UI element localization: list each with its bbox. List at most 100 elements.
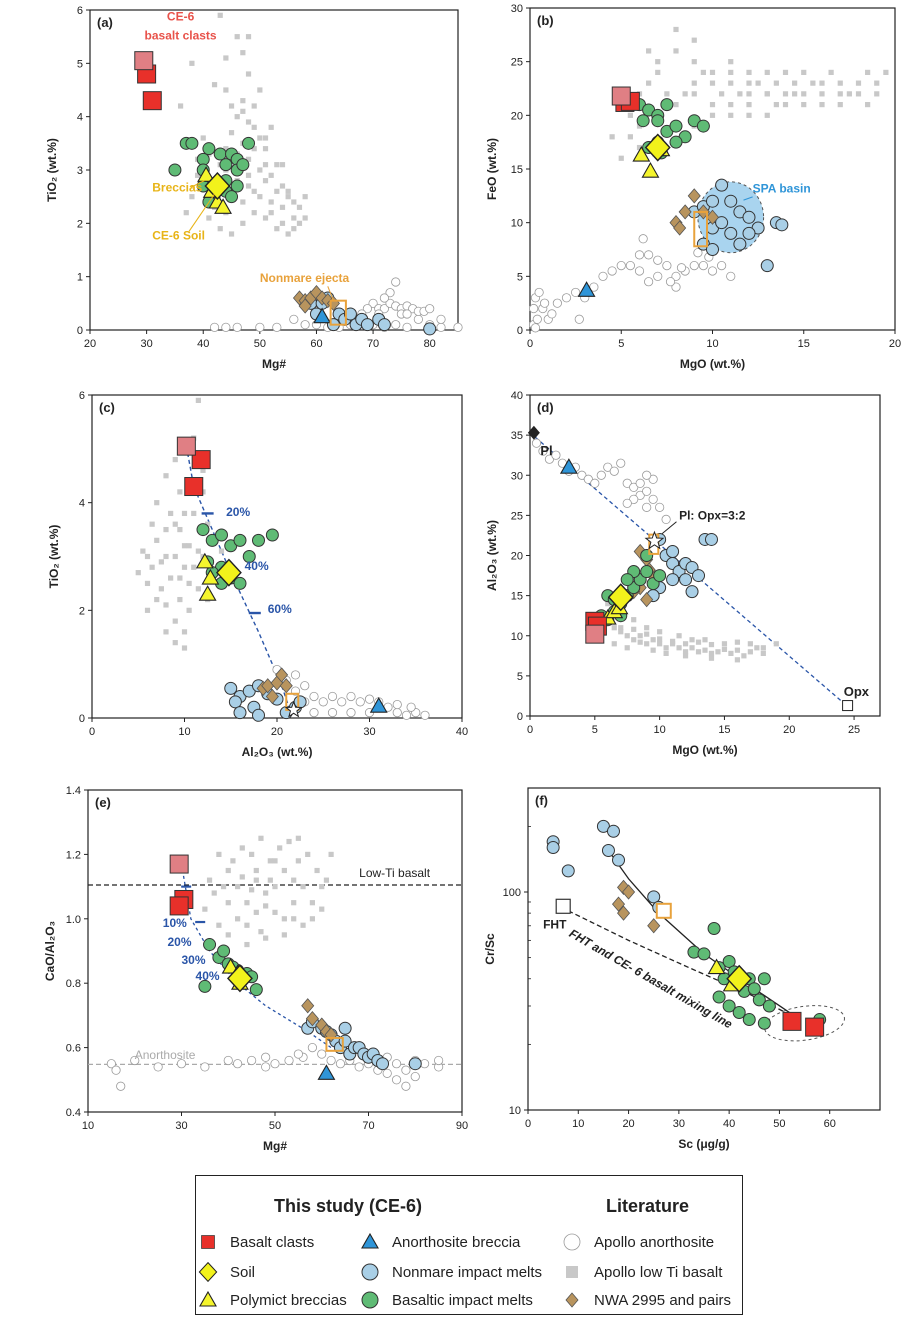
point-apollo_anorth <box>638 234 648 244</box>
point-apollo_low_ti <box>195 586 201 592</box>
point-apollo_low_ti <box>140 548 146 554</box>
point-polymict <box>195 552 214 569</box>
point-apollo_low_ti <box>217 226 223 232</box>
point-apollo_low_ti <box>746 80 752 86</box>
point-apollo_low_ti <box>291 916 297 922</box>
point-apollo_anorth <box>551 450 561 460</box>
point-apollo_low_ti <box>865 69 871 75</box>
point-apollo_anorth <box>318 697 328 707</box>
point-nonmare <box>706 243 719 256</box>
point-basaltic_melt <box>640 549 654 562</box>
point-apollo_low_ti <box>865 102 871 108</box>
point-apollo_low_ti <box>274 162 280 168</box>
point-basaltic_melt <box>640 565 654 579</box>
point-apollo_low_ti <box>154 596 160 603</box>
point-basalt_light <box>169 854 189 874</box>
legend-item-nwa: NWA 2995 and pairs <box>565 1292 731 1309</box>
point-apollo_low_ti <box>177 489 183 495</box>
point-apollo_anorth <box>410 1071 420 1082</box>
legend-point-apollo_low_ti <box>566 1266 578 1278</box>
point-apollo_anorth <box>634 266 645 276</box>
point-apollo_low_ti <box>782 102 789 108</box>
point-apollo_anorth <box>689 260 699 271</box>
point-apollo_low_ti <box>663 645 669 651</box>
ejecta-box-e <box>325 1036 344 1052</box>
legend-marker-nonmare <box>361 1263 379 1281</box>
point-apollo_low_ti <box>195 548 201 554</box>
point-basaltic_melt <box>252 533 265 547</box>
point-nwa <box>640 592 654 608</box>
point-apollo_anorth <box>538 446 548 456</box>
legend-item-basalt: Basalt clasts <box>201 1234 314 1251</box>
point-apollo_low_ti <box>163 629 169 635</box>
point-apollo_low_ti <box>181 510 188 517</box>
point-apollo_anorth <box>402 322 412 332</box>
point-soil <box>644 133 671 162</box>
point-soil <box>204 171 231 201</box>
point-apollo_low_ti <box>792 80 798 86</box>
point-apollo_low_ti <box>216 922 222 928</box>
point-apollo_anorth <box>635 478 645 488</box>
point-apollo_low_ti <box>258 835 264 841</box>
soil-leader <box>188 193 216 232</box>
series-anorthosite_breccia-c <box>369 697 388 713</box>
point-nonmare <box>601 844 615 858</box>
point-basaltic_melt <box>213 147 227 161</box>
point-apollo_low_ti <box>728 59 734 65</box>
point-apollo_low_ti <box>695 639 702 645</box>
point-apollo_anorth <box>392 708 402 718</box>
point-basaltic_melt <box>249 983 263 997</box>
point-nonmare <box>742 226 756 240</box>
point-apollo_low_ti <box>235 916 241 922</box>
point-apollo_anorth <box>293 1049 303 1059</box>
series-basalt_light-e <box>169 854 189 874</box>
point-apollo_low_ti <box>245 156 252 162</box>
point-basaltic_melt <box>225 190 239 204</box>
point-apollo_low_ti <box>676 633 682 639</box>
point-apollo_low_ti <box>257 167 263 173</box>
star-icon <box>644 530 665 550</box>
annotation-a: Nonmare ejecta <box>260 271 350 285</box>
point-apollo_anorth <box>607 266 617 276</box>
y-axis-label-b: FeO (wt.%) <box>485 138 499 200</box>
point-apollo_anorth <box>420 710 430 720</box>
point-apollo_low_ti <box>801 69 807 75</box>
legend-box: This study (CE-6) Literature Basalt clas… <box>195 1175 743 1315</box>
point-apollo_anorth <box>346 708 356 718</box>
series-basalt-c <box>184 450 211 497</box>
legend-marker-apollo-low-ti <box>566 1266 578 1278</box>
point-basaltic_melt <box>242 550 256 563</box>
point-apollo_anorth <box>530 323 541 333</box>
point-apollo_low_ti <box>186 580 192 587</box>
point-apollo_low_ti <box>637 639 643 645</box>
series-anorthosite_breccia-d <box>559 458 578 474</box>
point-basaltic_melt <box>697 947 711 961</box>
series-apollo_low_ti-d <box>605 601 779 663</box>
legend-item-apollo-anorthosite: Apollo anorthosite <box>563 1233 714 1251</box>
x-tick-label-f: 40 <box>723 1118 735 1130</box>
panel-label-c: (c) <box>99 400 115 415</box>
x-tick-label-c: 0 <box>89 726 95 738</box>
ejecta-leader <box>327 286 334 301</box>
y-tick-label-c: 0 <box>79 713 85 725</box>
point-apollo_low_ti <box>177 596 183 603</box>
y-tick-label-d: 30 <box>511 470 523 482</box>
point-apollo_anorth <box>111 1065 121 1075</box>
x-tick-label-e: 10 <box>82 1120 94 1132</box>
series-anorthosite_breccia-b <box>577 281 596 297</box>
point-nwa <box>678 204 692 220</box>
point-apollo_low_ti <box>268 124 274 130</box>
point-apollo_low_ti <box>682 91 688 97</box>
point-apollo_low_ti <box>837 91 843 97</box>
point-apollo_low_ti <box>200 135 206 141</box>
y-tick-label-e: 1.4 <box>66 785 81 797</box>
point-apollo_low_ti <box>279 204 286 210</box>
point-basaltic_melt <box>265 528 279 542</box>
x-tick-label-a: 50 <box>254 338 266 350</box>
point-apollo_anorth <box>625 260 635 271</box>
y-axis-label-e: CaO/Al₂O₃ <box>43 921 57 981</box>
point-apollo_low_ti <box>624 633 630 639</box>
point-apollo_anorth <box>590 478 600 488</box>
opx-endmember-square <box>842 700 854 712</box>
x-tick-label-e: 50 <box>269 1120 281 1132</box>
